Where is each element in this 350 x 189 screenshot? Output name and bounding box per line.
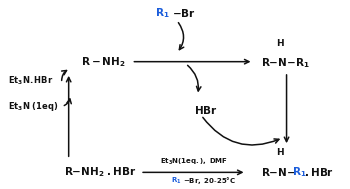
Text: $\mathbf{HBr}$: $\mathbf{HBr}$ bbox=[194, 105, 218, 116]
Text: $\mathbf{R-NH_2}$: $\mathbf{R-NH_2}$ bbox=[81, 55, 126, 69]
Text: $\mathbf{\ .HBr}$: $\mathbf{\ .HBr}$ bbox=[301, 166, 334, 178]
Text: $\mathbf{R{-}NH_2\ .HBr}$: $\mathbf{R{-}NH_2\ .HBr}$ bbox=[64, 165, 136, 179]
Text: $\mathbf{R_1}$: $\mathbf{R_1}$ bbox=[155, 6, 170, 20]
Text: $\mathbf{R_1}$: $\mathbf{R_1}$ bbox=[172, 176, 182, 186]
Text: $\mathbf{R_1}$: $\mathbf{R_1}$ bbox=[293, 165, 307, 179]
Text: $\mathbf{R{-}N{-}}$: $\mathbf{R{-}N{-}}$ bbox=[261, 166, 296, 178]
Text: $\mathbf{Et_3N\ (1eq)}$: $\mathbf{Et_3N\ (1eq)}$ bbox=[8, 100, 58, 113]
Text: $\mathbf{H}$: $\mathbf{H}$ bbox=[276, 37, 285, 48]
Text: $\mathbf{R{-}N{-}R_1}$: $\mathbf{R{-}N{-}R_1}$ bbox=[261, 56, 310, 70]
Text: $\mathbf{Et_3N(1eq.),\ DMF}$: $\mathbf{Et_3N(1eq.),\ DMF}$ bbox=[160, 157, 228, 167]
Text: $\mathbf{H}$: $\mathbf{H}$ bbox=[276, 146, 285, 157]
Text: $\mathbf{{-}Br,\ 20\text{-}25°C}$: $\mathbf{{-}Br,\ 20\text{-}25°C}$ bbox=[183, 175, 236, 186]
Text: $\mathbf{-Br}$: $\mathbf{-Br}$ bbox=[172, 7, 195, 19]
Text: $\mathbf{Et_3N.HBr}$: $\mathbf{Et_3N.HBr}$ bbox=[8, 74, 53, 87]
